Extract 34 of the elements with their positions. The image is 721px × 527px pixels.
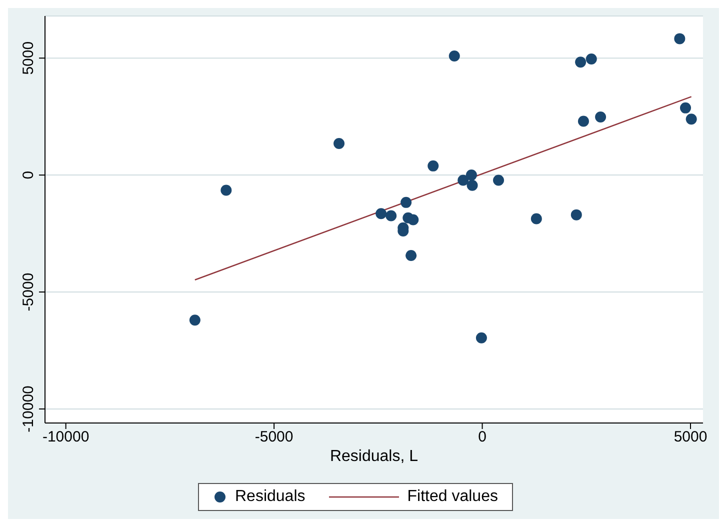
y-tick-label: 0 — [20, 170, 37, 180]
point — [448, 50, 460, 62]
point — [334, 138, 345, 149]
x-tick-label: 5000 — [674, 428, 708, 446]
point — [570, 209, 582, 220]
point — [406, 250, 417, 262]
point — [376, 208, 387, 220]
point — [680, 102, 692, 114]
x-tick-label: -10000 — [42, 428, 90, 446]
point — [530, 213, 542, 224]
point — [400, 196, 412, 208]
point — [466, 170, 477, 181]
x-tick-label: -5000 — [254, 428, 294, 446]
point — [686, 114, 697, 125]
point — [428, 160, 439, 172]
point — [493, 174, 504, 186]
point — [189, 314, 200, 326]
point — [586, 54, 597, 65]
x-tick-label: 0 — [478, 428, 486, 446]
point — [674, 33, 686, 44]
point — [476, 332, 487, 344]
point — [466, 180, 478, 191]
y-tick-label: 5000 — [20, 41, 37, 75]
x-axis-title: Residuals, L — [330, 448, 418, 465]
point — [578, 116, 589, 127]
legend-label: Residuals — [235, 488, 306, 506]
point — [386, 210, 397, 222]
point — [575, 56, 586, 68]
legend-label: Fitted values — [407, 488, 498, 506]
point — [458, 174, 469, 186]
point — [595, 112, 606, 123]
y-tick-label: -5000 — [20, 272, 37, 312]
point — [220, 184, 232, 196]
point — [408, 214, 419, 226]
